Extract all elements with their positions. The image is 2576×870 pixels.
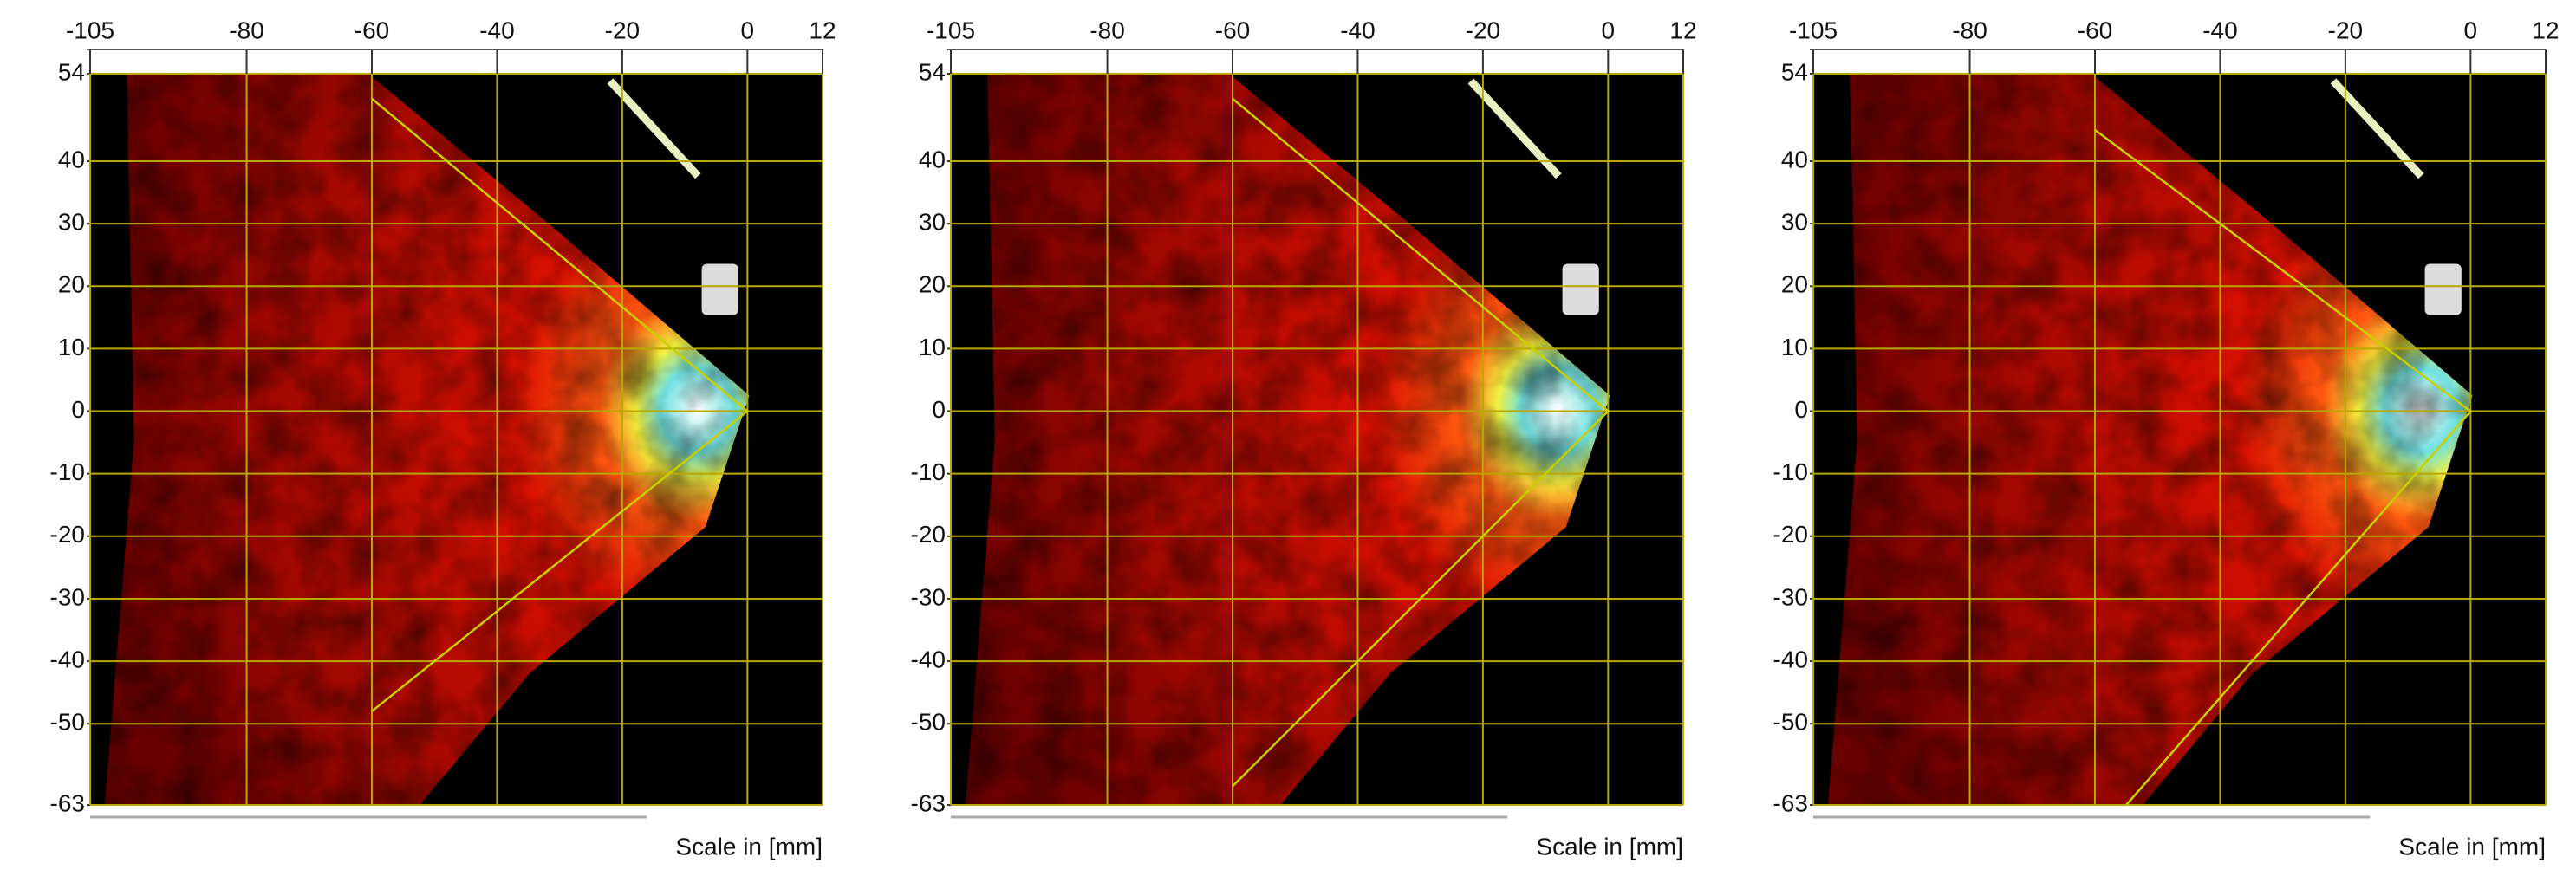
y-tick-label: -10 bbox=[911, 458, 946, 485]
x-tick-label: -80 bbox=[1952, 16, 1987, 43]
y-tick-label: 30 bbox=[1781, 209, 1808, 236]
y-tick-label: -50 bbox=[1773, 709, 1808, 736]
cone-line bbox=[2094, 128, 2473, 806]
y-tick-label: -30 bbox=[1773, 583, 1808, 610]
y-tick-label: 0 bbox=[71, 396, 85, 423]
y-tick-label: 40 bbox=[919, 146, 946, 172]
y-tick-label: -40 bbox=[1773, 646, 1808, 672]
y-tick-label: 0 bbox=[1794, 396, 1808, 423]
x-tick-label: -105 bbox=[927, 16, 975, 43]
texture bbox=[951, 74, 1683, 805]
texture bbox=[90, 74, 823, 805]
y-tick-label: 10 bbox=[1781, 334, 1808, 360]
x-tick-label: -60 bbox=[355, 16, 389, 43]
panel: 54 40 30 20 10 0 -10 -20 -30 -40 -50 -63 -105 -80 -60 -… bbox=[50, 16, 836, 860]
y-tick-label: -50 bbox=[50, 709, 85, 736]
y-tick-label: -10 bbox=[50, 458, 85, 485]
y-tick-label: -50 bbox=[911, 709, 946, 736]
y-tick-label: 54 bbox=[919, 58, 946, 85]
y-tick-label: -30 bbox=[50, 583, 85, 610]
reflector bbox=[1467, 78, 1562, 179]
x-tick-label: -40 bbox=[2202, 16, 2237, 43]
x-tick-label: 0 bbox=[741, 16, 755, 43]
x-tick-label: -80 bbox=[1090, 16, 1124, 43]
blob bbox=[1562, 263, 1599, 315]
reflector bbox=[607, 78, 701, 179]
panel: 54 40 30 20 10 0 -10 -20 -30 -40 -50 -63 -105 -80 -60 -… bbox=[911, 16, 1697, 860]
x-axis-label: Scale in [mm] bbox=[1536, 833, 1683, 860]
y-tick-label: 20 bbox=[58, 271, 85, 298]
x-tick-label: 12 bbox=[809, 16, 836, 43]
x-tick-label: 12 bbox=[2532, 16, 2559, 43]
panel: 54 40 30 20 10 0 -10 -20 -30 -40 -50 -63 -105 -80 -60 -… bbox=[1773, 16, 2560, 860]
y-tick-label: -20 bbox=[50, 521, 85, 548]
y-tick-label: -63 bbox=[50, 789, 85, 816]
texture bbox=[1813, 74, 2546, 805]
y-tick-label: 30 bbox=[58, 209, 85, 236]
y-tick-label: 54 bbox=[58, 58, 85, 85]
y-tick-label: -40 bbox=[50, 646, 85, 672]
y-tick-label: -63 bbox=[911, 789, 946, 816]
x-tick-label: 0 bbox=[1602, 16, 1616, 43]
x-tick-label: -20 bbox=[1466, 16, 1500, 43]
y-tick-label: 30 bbox=[919, 209, 946, 236]
x-tick-label: -80 bbox=[229, 16, 263, 43]
blob bbox=[701, 263, 738, 315]
y-tick-label: 20 bbox=[919, 271, 946, 298]
x-tick-label: -105 bbox=[66, 16, 114, 43]
x-tick-label: -40 bbox=[1340, 16, 1375, 43]
x-axis-label: Scale in [mm] bbox=[2398, 833, 2546, 860]
y-tick-label: -30 bbox=[911, 583, 946, 610]
x-axis-label: Scale in [mm] bbox=[675, 833, 823, 860]
x-tick-label: -20 bbox=[605, 16, 640, 43]
y-tick-label: -10 bbox=[1773, 458, 1808, 485]
y-tick-label: 40 bbox=[58, 146, 85, 172]
cone-line bbox=[1232, 97, 1610, 788]
x-tick-label: -40 bbox=[479, 16, 514, 43]
y-tick-label: 0 bbox=[932, 396, 946, 423]
y-tick-label: 40 bbox=[1781, 146, 1808, 172]
x-tick-label: 12 bbox=[1669, 16, 1696, 43]
y-tick-label: 54 bbox=[1781, 58, 1808, 85]
reflector bbox=[2330, 78, 2424, 179]
y-tick-label: 10 bbox=[919, 334, 946, 360]
x-tick-label: -60 bbox=[2078, 16, 2112, 43]
y-tick-label: -63 bbox=[1773, 789, 1808, 816]
y-tick-label: 10 bbox=[58, 334, 85, 360]
x-tick-label: -20 bbox=[2328, 16, 2363, 43]
cone-line bbox=[371, 97, 750, 712]
x-tick-label: -60 bbox=[1215, 16, 1250, 43]
y-tick-label: -20 bbox=[1773, 521, 1808, 548]
y-tick-label: -20 bbox=[911, 521, 946, 548]
y-tick-label: -40 bbox=[911, 646, 946, 672]
y-tick-label: 20 bbox=[1781, 271, 1808, 298]
blob bbox=[2424, 263, 2462, 315]
x-tick-label: -105 bbox=[1789, 16, 1838, 43]
x-tick-label: 0 bbox=[2464, 16, 2478, 43]
